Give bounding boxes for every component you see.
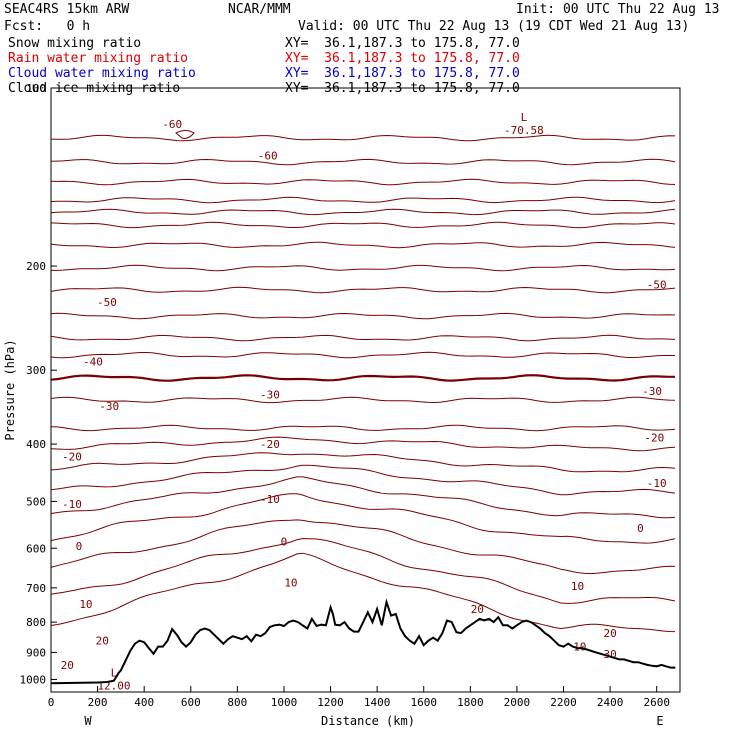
y-tick-label: 100 bbox=[26, 82, 46, 95]
isotherm-label: -40 bbox=[83, 355, 103, 368]
x-tick-label: 0 bbox=[48, 696, 55, 709]
isotherm-label: 10 bbox=[284, 576, 297, 589]
isotherm-line bbox=[50, 537, 676, 604]
x-tick-label: 1600 bbox=[410, 696, 437, 709]
isotherm-label: -30 bbox=[260, 389, 280, 402]
isotherm-label: -20 bbox=[260, 438, 280, 451]
isotherm-label: 0 bbox=[76, 540, 83, 553]
isotherm-line bbox=[50, 476, 676, 519]
valid-time: Valid: 00 UTC Thu 22 Aug 13 (19 CDT Wed … bbox=[298, 19, 690, 34]
isotherm-line bbox=[50, 196, 676, 204]
y-tick-label: 400 bbox=[26, 438, 46, 451]
terrain-line bbox=[50, 598, 676, 685]
isotherm-line bbox=[50, 208, 676, 216]
isotherm-label: -10 bbox=[647, 477, 667, 490]
axes: 0 200 400 600 800 1000 1200 1400 1600 1800 2000 220… bbox=[20, 82, 670, 709]
init-time: Init: 00 UTC Thu 22 Aug 13 bbox=[516, 2, 720, 17]
y-tick-label: 600 bbox=[26, 542, 46, 555]
isotherm-label: -20 bbox=[62, 451, 82, 464]
isotherm-label: 10 bbox=[79, 598, 92, 611]
extremum-value-label: -70.58 bbox=[504, 124, 544, 137]
x-tick-label: 1400 bbox=[364, 696, 391, 709]
isotherm-line bbox=[50, 493, 676, 544]
field-xy-rain: XY= 36.1,187.3 to 175.8, 77.0 bbox=[285, 51, 520, 66]
x-tick-label: 2600 bbox=[643, 696, 670, 709]
isotherm-label: 20 bbox=[96, 635, 109, 648]
isotherm-closed-contour bbox=[175, 130, 195, 139]
isotherm-line bbox=[50, 552, 676, 633]
field-label-cloud-water: Cloud water mixing ratio bbox=[8, 66, 196, 81]
isotherm-line bbox=[50, 334, 676, 342]
x-tick-label: 2000 bbox=[504, 696, 531, 709]
isotherm-line bbox=[50, 452, 676, 473]
x-tick-label: 1000 bbox=[271, 696, 298, 709]
isotherm-line bbox=[50, 424, 676, 432]
isotherm-label: -20 bbox=[644, 432, 664, 445]
isotherm-label: -60 bbox=[258, 149, 278, 162]
isotherm-label: -50 bbox=[97, 296, 117, 309]
isotherm-label: 20 bbox=[471, 603, 484, 616]
x-tick-label: 400 bbox=[134, 696, 154, 709]
x-tick-label: 200 bbox=[88, 696, 108, 709]
isotherm-line bbox=[50, 178, 676, 186]
isotherm-line bbox=[50, 134, 676, 142]
x-tick-label: 2400 bbox=[597, 696, 624, 709]
isotherm-label: -10 bbox=[260, 493, 280, 506]
isotherm-line bbox=[50, 312, 676, 320]
isotherm-label: -50 bbox=[647, 279, 667, 292]
y-tick-label: 300 bbox=[26, 364, 46, 377]
extremum-type-label: L bbox=[521, 111, 528, 124]
isotherm-label: 10 bbox=[571, 580, 584, 593]
y-tick-label: 900 bbox=[26, 646, 46, 659]
isotherm-line bbox=[50, 436, 676, 452]
x-axis-west-label: W bbox=[84, 714, 92, 728]
x-tick-label: 2200 bbox=[550, 696, 577, 709]
forecast-hour: Fcst: 0 h bbox=[4, 19, 91, 34]
y-tick-label: 200 bbox=[26, 260, 46, 273]
y-axis-title: Pressure (hPa) bbox=[3, 339, 17, 440]
x-tick-label: 600 bbox=[181, 696, 201, 709]
field-xy-cloud-water: XY= 36.1,187.3 to 175.8, 77.0 bbox=[285, 66, 520, 81]
isotherm-line bbox=[50, 351, 675, 359]
isotherm-label: -30 bbox=[99, 400, 119, 413]
isotherm-line bbox=[50, 158, 676, 166]
organization-label: NCAR/MMM bbox=[228, 2, 291, 17]
plot-frame bbox=[50, 87, 681, 693]
zero-isotherm-line bbox=[50, 374, 675, 382]
model-title: SEAC4RS 15km ARW bbox=[4, 2, 130, 17]
x-tick-label: 1200 bbox=[317, 696, 344, 709]
extremum-type-label: L bbox=[111, 666, 118, 679]
isotherm-label: 0 bbox=[281, 536, 288, 549]
y-tick-label: 500 bbox=[26, 495, 46, 508]
isotherm-line bbox=[50, 519, 676, 575]
isotherm-label: 20 bbox=[61, 659, 74, 672]
y-tick-label: 1000 bbox=[20, 673, 47, 686]
isotherm-label: -30 bbox=[642, 385, 662, 398]
field-label-snow: Snow mixing ratio bbox=[8, 36, 142, 51]
x-tick-label: 800 bbox=[227, 696, 247, 709]
isotherm-label: -60 bbox=[162, 118, 182, 131]
field-label-rain: Rain water mixing ratio bbox=[8, 51, 189, 66]
isotherm-line bbox=[50, 221, 676, 229]
isotherm-label: 20 bbox=[603, 627, 616, 640]
y-tick-label: 700 bbox=[26, 582, 46, 595]
terrain-profile bbox=[50, 598, 676, 685]
isotherm-labels: -60 -60 -50 -50 -40 -30 -30 -30 -20 -20 -20 -10 -10 -… bbox=[61, 111, 667, 693]
field-xy-snow: XY= 36.1,187.3 to 175.8, 77.0 bbox=[285, 36, 520, 51]
x-axis-title: Distance (km) bbox=[321, 714, 415, 728]
isotherm-label: -10 bbox=[62, 498, 82, 511]
isotherm-contours bbox=[50, 130, 676, 633]
x-axis-east-label: E bbox=[656, 714, 663, 728]
isotherm-line bbox=[50, 396, 676, 404]
isotherm-line bbox=[50, 464, 676, 496]
isotherm-line bbox=[51, 264, 676, 272]
isotherm-line bbox=[50, 286, 676, 294]
y-tick-label: 800 bbox=[26, 616, 46, 629]
isotherm-line bbox=[50, 241, 676, 249]
isotherm-label: 0 bbox=[637, 522, 644, 535]
x-tick-label: 1800 bbox=[457, 696, 484, 709]
